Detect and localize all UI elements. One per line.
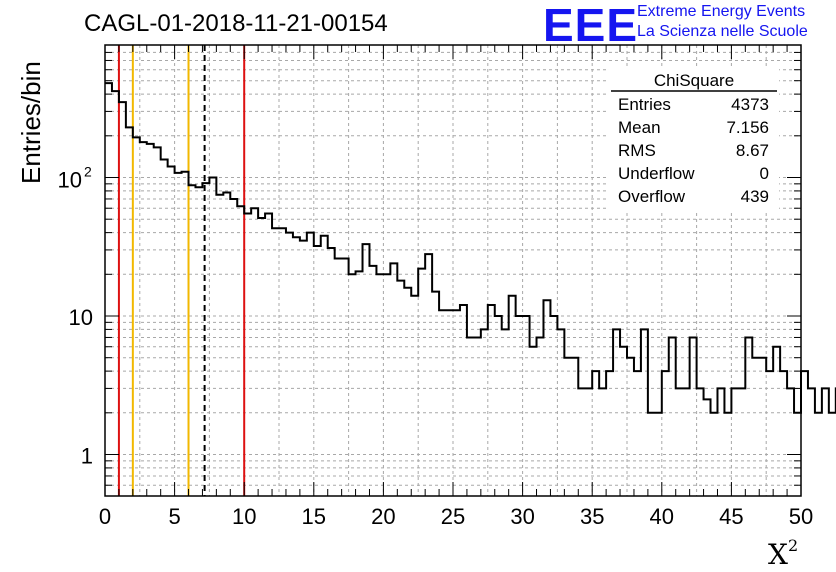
- y-tick-label-exponent: 2: [84, 164, 92, 180]
- stats-row-value: 0: [760, 164, 769, 183]
- stats-row-label: Underflow: [618, 164, 695, 183]
- stats-row-value: 7.156: [726, 118, 769, 137]
- stats-row-label: RMS: [618, 141, 656, 160]
- x-tick-label: 5: [168, 504, 180, 529]
- histogram-line: [105, 82, 836, 414]
- stats-row-label: Entries: [618, 95, 671, 114]
- x-tick-label: 10: [232, 504, 256, 529]
- reference-lines: [117, 45, 246, 496]
- stats-row-value: 8.67: [736, 141, 769, 160]
- axis-ticks: [104, 45, 802, 496]
- y-tick-label: 1: [81, 444, 93, 469]
- stats-row-value: 4373: [731, 95, 769, 114]
- x-tick-label: 45: [719, 504, 743, 529]
- x-tick-label: 50: [789, 504, 813, 529]
- logo-subtitle-2: La Scienza nelle Scuole: [637, 23, 808, 40]
- stats-box: ChiSquare Entries 4373 Mean 7.156 RMS 8.67 Unde…: [609, 68, 779, 210]
- x-axis-label-sup: 2: [787, 536, 799, 555]
- x-axis-label: X2: [768, 536, 799, 571]
- grid-layer: [105, 45, 801, 496]
- x-tick-label: 40: [650, 504, 674, 529]
- stats-row-value: 439: [741, 187, 769, 206]
- x-tick-label: 0: [99, 504, 111, 529]
- plot-title: CAGL-01-2018-11-21-00154: [84, 10, 388, 37]
- x-tick-label: 20: [371, 504, 395, 529]
- stats-row-label: Overflow: [618, 187, 686, 206]
- eee-logo: EEE: [543, 0, 639, 51]
- x-tick-label: 25: [441, 504, 465, 529]
- logo-subtitle-1: Extreme Energy Events: [637, 3, 806, 20]
- x-axis-label-base: X: [768, 538, 788, 571]
- stats-title: ChiSquare: [654, 71, 734, 90]
- x-tick-label: 15: [302, 504, 326, 529]
- x-tick-label: 35: [580, 504, 604, 529]
- histogram-bars: [105, 82, 836, 414]
- stats-row-label: Mean: [618, 118, 661, 137]
- y-axis-label: Entries/bin: [16, 61, 46, 184]
- y-tick-label: 10: [58, 168, 82, 193]
- y-tick-label: 10: [69, 305, 93, 330]
- x-tick-label: 30: [510, 504, 534, 529]
